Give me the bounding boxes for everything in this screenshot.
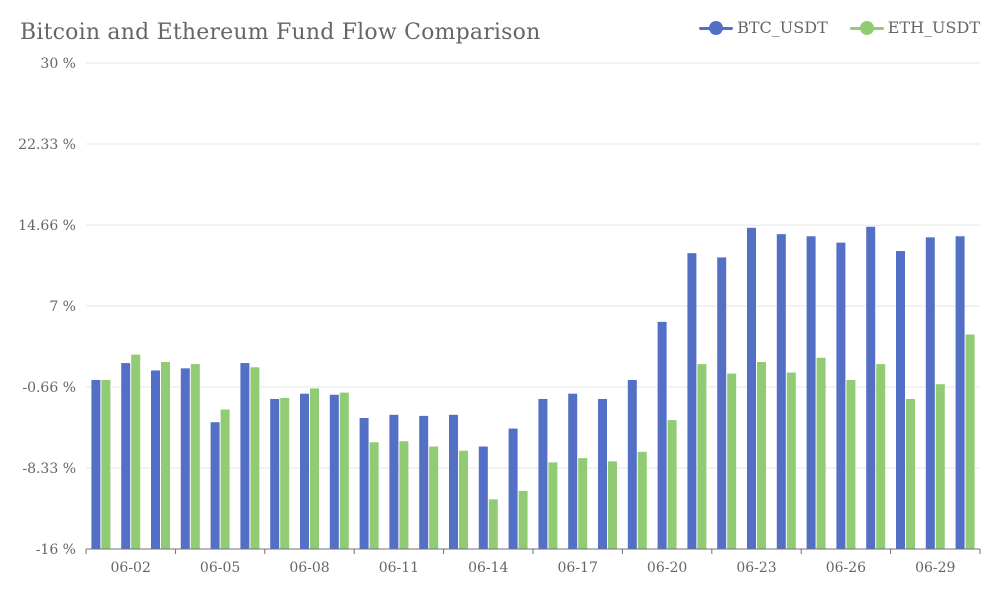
- bar-btc-06-10[interactable]: [359, 417, 369, 549]
- bars: [91, 226, 975, 550]
- bar-eth-06-26[interactable]: [846, 379, 856, 549]
- bar-eth-06-23[interactable]: [757, 361, 766, 549]
- bar-eth-06-06[interactable]: [250, 367, 260, 549]
- bar-eth-06-29[interactable]: [935, 384, 945, 549]
- x-tick-label: 06-29: [915, 560, 955, 576]
- bar-eth-06-12[interactable]: [429, 446, 439, 549]
- y-tick-label: 22.33 %: [18, 137, 76, 153]
- bar-btc-06-29[interactable]: [925, 237, 935, 549]
- x-tick-label: 06-14: [468, 560, 508, 576]
- bar-btc-06-15[interactable]: [508, 428, 518, 549]
- bar-btc-06-17[interactable]: [568, 393, 578, 549]
- bar-eth-06-15[interactable]: [518, 490, 528, 549]
- bar-eth-06-20[interactable]: [667, 420, 677, 549]
- y-axis-labels: 30 % 22.33 % 14.66 % 7 % -0.66 % -8.33 % -16 %: [18, 56, 76, 558]
- legend: BTC_USDT ETH_USDT: [699, 18, 980, 37]
- x-tick-label: 06-26: [826, 560, 866, 576]
- bar-btc-06-24[interactable]: [776, 234, 786, 549]
- legend-swatch-btc: [699, 20, 734, 35]
- bar-eth-06-17[interactable]: [578, 458, 588, 549]
- bar-eth-06-13[interactable]: [459, 450, 468, 549]
- grid-lines: [86, 62, 980, 550]
- bar-eth-06-02[interactable]: [131, 354, 141, 549]
- bar-btc-06-09[interactable]: [329, 394, 339, 549]
- x-tick-label: 06-08: [289, 560, 329, 576]
- bar-btc-06-13[interactable]: [449, 414, 458, 549]
- bar-eth-06-14[interactable]: [488, 499, 498, 549]
- y-tick-label: -8.33 %: [22, 461, 76, 477]
- x-tick-label: 06-11: [379, 560, 419, 576]
- x-tick-label: 06-02: [111, 560, 151, 576]
- bar-btc-06-08[interactable]: [300, 393, 309, 549]
- bar-btc-06-19[interactable]: [627, 379, 637, 549]
- bar-eth-06-27[interactable]: [876, 364, 886, 549]
- bar-btc-06-04[interactable]: [180, 368, 190, 549]
- bar-eth-06-11[interactable]: [399, 441, 409, 549]
- bar-btc-06-30[interactable]: [955, 236, 965, 549]
- bar-eth-06-24[interactable]: [786, 372, 796, 549]
- y-tick-label: 7 %: [49, 299, 76, 315]
- bar-eth-06-28[interactable]: [906, 398, 915, 549]
- chart-title: Bitcoin and Ethereum Fund Flow Compariso…: [20, 20, 541, 45]
- bar-btc-06-21[interactable]: [687, 253, 697, 549]
- x-tick-label: 06-20: [647, 560, 687, 576]
- bar-eth-06-08[interactable]: [310, 388, 319, 549]
- bar-eth-06-03[interactable]: [161, 361, 170, 549]
- bar-eth-06-30[interactable]: [965, 334, 975, 549]
- bar-eth-06-10[interactable]: [369, 442, 379, 549]
- bar-btc-06-06[interactable]: [240, 363, 250, 549]
- x-tick-label: 06-05: [200, 560, 240, 576]
- bar-eth-06-09[interactable]: [339, 392, 349, 549]
- legend-item-btc[interactable]: BTC_USDT: [699, 18, 828, 37]
- bar-btc-06-25[interactable]: [806, 236, 816, 549]
- bar-btc-06-16[interactable]: [538, 398, 548, 549]
- bar-eth-06-22[interactable]: [727, 373, 737, 549]
- y-tick-label: 14.66 %: [18, 218, 76, 234]
- bar-eth-06-19[interactable]: [637, 451, 647, 549]
- x-axis: [85, 548, 981, 554]
- bar-eth-06-16[interactable]: [548, 462, 558, 549]
- bar-btc-06-07[interactable]: [270, 398, 280, 549]
- y-tick-label: 30 %: [40, 56, 76, 72]
- bar-btc-06-23[interactable]: [747, 227, 756, 550]
- legend-item-eth[interactable]: ETH_USDT: [849, 18, 980, 37]
- bar-eth-06-25[interactable]: [816, 357, 826, 549]
- y-tick-label: -0.66 %: [22, 380, 76, 396]
- x-tick-label: 06-17: [558, 560, 598, 576]
- x-axis-labels: 06-02 06-05 06-08 06-11 06-14 06-17 06-20 06-23…: [111, 560, 956, 576]
- bar-btc-06-01[interactable]: [91, 379, 101, 549]
- bar-btc-06-20[interactable]: [657, 321, 667, 549]
- bar-eth-06-21[interactable]: [697, 364, 707, 549]
- legend-label-eth: ETH_USDT: [887, 18, 980, 37]
- bar-btc-06-03[interactable]: [151, 370, 160, 549]
- bar-btc-06-14[interactable]: [478, 446, 488, 549]
- bar-eth-06-04[interactable]: [190, 364, 200, 549]
- bar-btc-06-22[interactable]: [717, 257, 727, 549]
- bar-btc-06-02[interactable]: [121, 363, 131, 549]
- bar-eth-06-18[interactable]: [608, 461, 617, 549]
- bar-btc-06-12[interactable]: [419, 415, 429, 549]
- bar-eth-06-01[interactable]: [101, 379, 111, 549]
- x-tick-label: 06-23: [736, 560, 776, 576]
- bar-btc-06-26[interactable]: [836, 242, 846, 549]
- bar-btc-06-28[interactable]: [896, 251, 905, 550]
- legend-label-btc: BTC_USDT: [737, 18, 828, 37]
- bar-btc-06-11[interactable]: [389, 414, 399, 549]
- legend-swatch-eth: [849, 20, 884, 35]
- bar-eth-06-05[interactable]: [220, 409, 230, 549]
- bar-btc-06-27[interactable]: [866, 226, 876, 549]
- bar-btc-06-18[interactable]: [598, 398, 607, 549]
- y-tick-label: -16 %: [36, 542, 76, 558]
- bar-btc-06-05[interactable]: [210, 422, 220, 549]
- bar-eth-06-07[interactable]: [280, 397, 290, 549]
